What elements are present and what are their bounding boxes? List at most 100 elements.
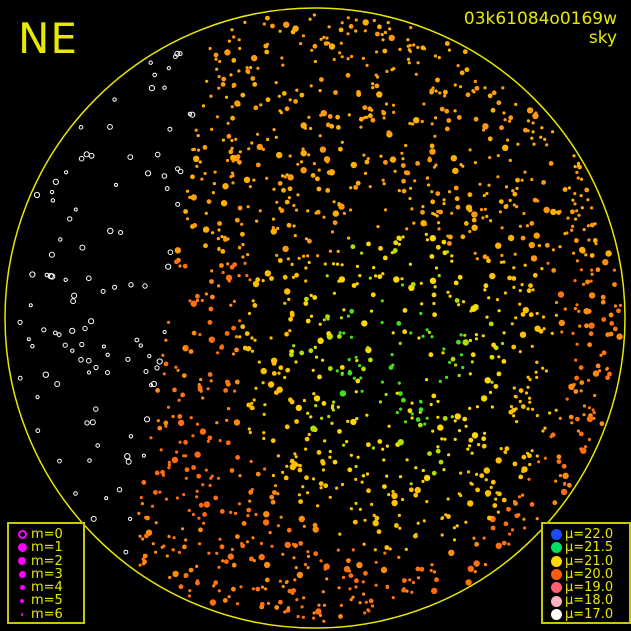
star-point xyxy=(88,152,95,159)
star-point xyxy=(462,49,468,55)
star-point xyxy=(410,590,414,594)
star-point xyxy=(354,18,358,22)
star-point xyxy=(392,110,396,114)
star-point xyxy=(443,89,448,95)
star-point xyxy=(237,205,243,211)
star-point xyxy=(247,147,251,151)
star-point xyxy=(550,331,554,335)
star-point xyxy=(194,128,198,132)
star-point xyxy=(318,613,323,618)
star-point xyxy=(336,125,341,130)
star-point xyxy=(362,153,366,157)
star-point xyxy=(307,153,311,157)
star-point xyxy=(73,207,78,212)
star-point xyxy=(241,255,245,259)
star-point xyxy=(208,336,215,343)
star-point xyxy=(340,55,344,59)
star-point xyxy=(442,416,448,421)
star-point xyxy=(416,521,420,525)
brightness-label: μ=22.0 xyxy=(565,527,614,542)
star-point xyxy=(231,159,235,163)
star-point xyxy=(336,548,340,552)
star-point xyxy=(175,201,181,207)
star-point xyxy=(502,260,506,264)
star-point xyxy=(395,411,399,415)
star-point xyxy=(276,151,283,159)
star-point xyxy=(543,137,547,141)
star-point xyxy=(347,113,351,117)
star-point xyxy=(508,119,512,123)
star-point xyxy=(482,128,486,132)
star-point xyxy=(246,507,252,513)
star-point xyxy=(593,239,597,243)
star-point xyxy=(577,163,581,167)
star-point xyxy=(168,575,172,580)
star-point xyxy=(340,482,345,487)
star-point xyxy=(541,315,546,319)
star-point xyxy=(410,207,414,211)
star-point xyxy=(155,388,161,393)
star-point xyxy=(442,468,446,472)
star-point xyxy=(302,596,306,600)
star-point xyxy=(128,516,133,522)
star-point xyxy=(580,177,584,181)
star-point xyxy=(238,246,242,250)
star-point xyxy=(331,404,335,408)
star-point xyxy=(266,137,270,141)
star-point xyxy=(551,248,556,252)
star-point xyxy=(153,490,158,495)
star-point xyxy=(551,268,557,273)
star-point xyxy=(499,447,503,451)
star-point xyxy=(593,222,597,226)
star-point xyxy=(304,266,308,270)
star-point xyxy=(303,301,309,306)
star-point xyxy=(520,404,526,409)
star-point xyxy=(586,378,591,382)
brightness-swatch xyxy=(547,529,565,541)
star-point xyxy=(525,451,530,455)
star-point xyxy=(154,365,160,371)
star-point xyxy=(174,365,178,369)
star-point xyxy=(396,321,402,326)
star-point xyxy=(88,318,95,325)
star-point xyxy=(182,493,186,497)
star-point xyxy=(177,419,185,427)
star-point xyxy=(429,143,435,149)
star-point xyxy=(182,544,187,550)
star-point xyxy=(154,151,161,158)
star-point xyxy=(413,533,418,539)
star-point xyxy=(437,274,441,278)
star-point xyxy=(164,424,168,428)
star-point xyxy=(63,277,68,282)
star-point xyxy=(457,429,462,433)
star-point xyxy=(496,371,502,377)
star-point xyxy=(241,243,245,247)
star-point xyxy=(421,334,425,338)
star-point xyxy=(230,28,234,32)
star-point xyxy=(238,474,242,478)
star-point xyxy=(361,320,368,327)
star-point xyxy=(602,259,609,266)
star-point xyxy=(257,360,261,364)
star-point xyxy=(216,476,220,480)
star-point xyxy=(431,587,438,595)
star-point xyxy=(271,371,277,376)
star-point xyxy=(447,48,451,52)
star-point xyxy=(351,595,355,599)
star-point xyxy=(311,368,315,372)
star-point xyxy=(349,507,353,511)
star-point xyxy=(550,432,556,438)
star-point xyxy=(545,143,549,147)
star-point xyxy=(332,291,336,295)
star-point xyxy=(554,300,559,305)
star-point xyxy=(246,205,250,209)
star-point xyxy=(535,311,539,316)
star-point xyxy=(401,178,406,184)
star-point xyxy=(294,419,299,424)
star-point xyxy=(123,549,129,555)
star-point xyxy=(250,488,254,492)
star-point xyxy=(414,72,418,76)
star-point xyxy=(490,107,496,113)
star-point xyxy=(401,157,405,161)
star-point xyxy=(201,483,205,487)
